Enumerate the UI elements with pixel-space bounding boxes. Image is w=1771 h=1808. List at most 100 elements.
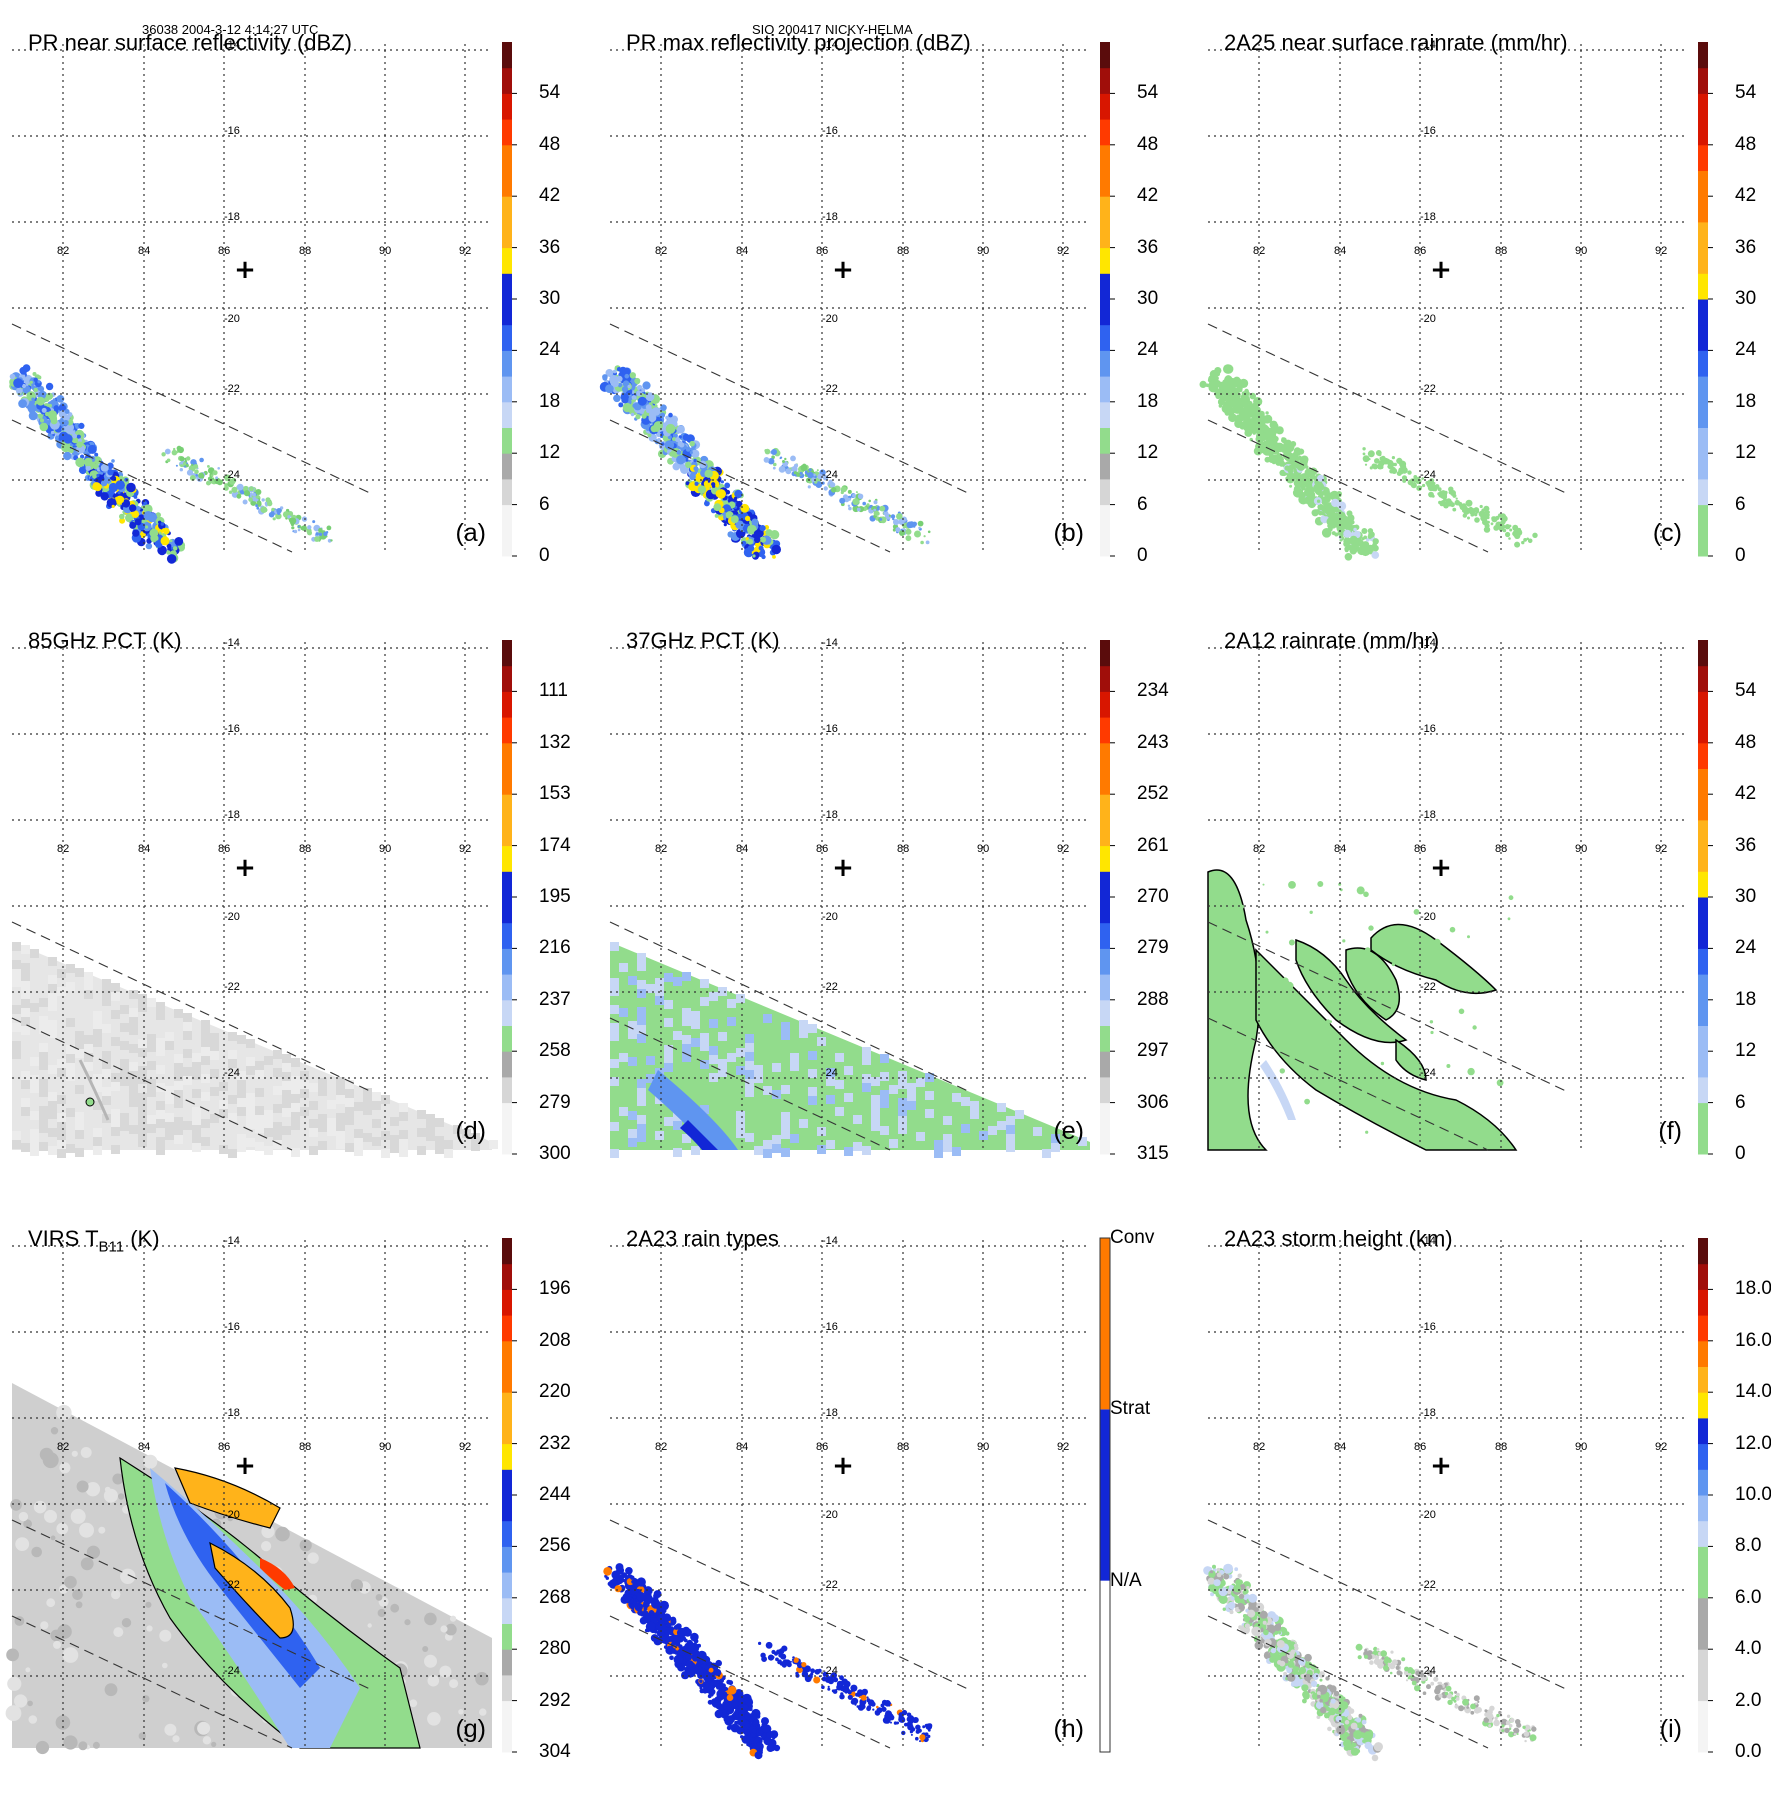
colorbar-segment bbox=[502, 93, 512, 120]
header-orbit-time: 36038 2004-3-12 4:14:27 UTC bbox=[142, 22, 319, 37]
colorbar-segment bbox=[1698, 67, 1708, 94]
colorbar-segment bbox=[1698, 504, 1708, 531]
longitude-tick-label: 84 bbox=[1334, 843, 1346, 855]
colorbar-tick-label: 111 bbox=[539, 680, 568, 702]
storm-center-marker: + bbox=[234, 1451, 256, 1481]
colorbar-segment bbox=[502, 1649, 512, 1676]
colorbar-segment bbox=[502, 1263, 512, 1290]
colorbar-segment bbox=[1100, 93, 1110, 120]
longitude-tick-label: 86 bbox=[1414, 1441, 1426, 1453]
colorbar-tick-label: 12.0 bbox=[1735, 1432, 1771, 1454]
colorbar-segment bbox=[1100, 922, 1110, 949]
colorbar-segment bbox=[1698, 350, 1708, 377]
longitude-tick-label: 88 bbox=[1495, 843, 1507, 855]
longitude-tick-label: 84 bbox=[736, 843, 748, 855]
colorbar-segment bbox=[502, 1102, 512, 1129]
colorbar-segment bbox=[502, 299, 512, 326]
colorbar-segment bbox=[1698, 530, 1708, 557]
colorbar-segment bbox=[1698, 247, 1708, 274]
header-storm-id: SIO 200417 NICKY-HELMA bbox=[752, 22, 913, 37]
latitude-tick-label: -22 bbox=[224, 981, 240, 993]
latitude-tick-label: -20 bbox=[1420, 313, 1436, 325]
colorbar-segment bbox=[502, 768, 512, 795]
colorbar-segment bbox=[1698, 144, 1708, 171]
latitude-tick-label: -24 bbox=[224, 1665, 240, 1677]
colorbar-segment bbox=[1698, 196, 1708, 223]
colorbar-segment bbox=[502, 196, 512, 223]
colorbar-segment bbox=[1100, 871, 1110, 898]
latitude-tick-label: -16 bbox=[1420, 1321, 1436, 1333]
graticule: 82 84 86 88 90 92 -14 -16 -18 -20 -22 -24 bbox=[610, 39, 1090, 552]
graticule: 82 84 86 88 90 92 -14 -16 -18 -20 -22 -24 bbox=[12, 637, 492, 1150]
colorbar-segment bbox=[1100, 768, 1110, 795]
colorbar-segment bbox=[1698, 768, 1708, 795]
colorbar-segment bbox=[502, 691, 512, 718]
longitude-tick-label: 90 bbox=[1575, 1441, 1587, 1453]
latitude-tick-label: -16 bbox=[224, 125, 240, 137]
colorbar bbox=[502, 42, 517, 557]
longitude-tick-label: 86 bbox=[218, 843, 230, 855]
colorbar-segment bbox=[502, 530, 512, 557]
longitude-tick-label: 86 bbox=[816, 1441, 828, 1453]
longitude-tick-label: 90 bbox=[1575, 245, 1587, 257]
colorbar-tick-label: 12 bbox=[1735, 1040, 1757, 1062]
colorbar-segment bbox=[1698, 1546, 1708, 1573]
colorbar-segment bbox=[1100, 640, 1110, 667]
colorbar-segment bbox=[1698, 119, 1708, 146]
longitude-tick-label: 92 bbox=[1655, 245, 1667, 257]
latitude-tick-label: -20 bbox=[822, 1509, 838, 1521]
colorbar-segment bbox=[502, 922, 512, 949]
graticule: 82 84 86 88 90 92 -14 -16 -18 -20 -22 -24 bbox=[1208, 39, 1688, 552]
colorbar-segment bbox=[502, 144, 512, 171]
colorbar-segment bbox=[1698, 1623, 1708, 1650]
panel-letter-label: (h) bbox=[1053, 1715, 1084, 1743]
latitude-tick-label: -18 bbox=[224, 1407, 240, 1419]
longitude-tick-label: 82 bbox=[1253, 1441, 1265, 1453]
latitude-tick-label: -14 bbox=[822, 39, 838, 51]
colorbar-tick-label: 18.0 bbox=[1735, 1278, 1771, 1300]
panel-title: 85GHz PCT (K) bbox=[28, 628, 182, 653]
latitude-tick-label: -24 bbox=[224, 1067, 240, 1079]
colorbar-segment bbox=[502, 1392, 512, 1419]
longitude-tick-label: 86 bbox=[1414, 245, 1426, 257]
colorbar-segment bbox=[502, 948, 512, 975]
colorbar bbox=[1100, 42, 1115, 557]
colorbar-segment bbox=[502, 1572, 512, 1599]
colorbar-segment bbox=[1698, 1392, 1708, 1419]
panel-letter-label: (e) bbox=[1053, 1117, 1084, 1145]
longitude-tick-label: 88 bbox=[1495, 245, 1507, 257]
colorbar-tick-label: 18 bbox=[1735, 390, 1757, 412]
latitude-tick-label: -20 bbox=[1420, 1509, 1436, 1521]
colorbar-tick-label: 8.0 bbox=[1735, 1535, 1762, 1557]
panel-letter-label: (g) bbox=[455, 1715, 486, 1743]
latitude-tick-label: -18 bbox=[224, 809, 240, 821]
latitude-tick-label: -14 bbox=[224, 637, 240, 649]
colorbar-segment bbox=[502, 1315, 512, 1342]
colorbar-segment bbox=[502, 478, 512, 506]
colorbar-segment bbox=[502, 794, 512, 821]
latitude-tick-label: -20 bbox=[224, 1509, 240, 1521]
colorbar-segment bbox=[502, 350, 512, 377]
data-field bbox=[5, 1383, 492, 1755]
graticule: 82 84 86 88 90 92 -14 -16 -18 -20 -22 -24 bbox=[610, 1235, 1090, 1748]
longitude-tick-label: 92 bbox=[1655, 1441, 1667, 1453]
colorbar-segment bbox=[1698, 1469, 1708, 1496]
colorbar-segment bbox=[1100, 717, 1110, 744]
colorbar-segment bbox=[1100, 299, 1110, 326]
colorbar-tick-label: 252 bbox=[1137, 783, 1169, 805]
graticule: 82 84 86 88 90 92 -14 -16 -18 -20 -22 -24 bbox=[1208, 637, 1688, 1150]
colorbar-tick-label: 30 bbox=[1137, 288, 1159, 309]
colorbar-segment bbox=[1698, 871, 1708, 898]
panel-map-plot: 82 84 86 88 90 92 -14 -16 -18 -20 -22 -24 + bbox=[609, 637, 1115, 1158]
colorbar-segment bbox=[1100, 376, 1110, 403]
colorbar-segment bbox=[502, 871, 512, 898]
panel-a: 82 84 86 88 90 92 -14 -16 -18 -20 -22 -24 + PR near s… bbox=[0, 22, 598, 612]
colorbar-tick-label: 315 bbox=[1137, 1143, 1169, 1164]
colorbar-segment bbox=[502, 1128, 512, 1155]
latitude-tick-label: -14 bbox=[1420, 1235, 1436, 1247]
colorbar-segment bbox=[502, 1443, 512, 1470]
panel-d: 82 84 86 88 90 92 -14 -16 -18 -20 -22 -24 +85GHz PCT… bbox=[0, 620, 598, 1210]
colorbar-segment bbox=[1100, 504, 1110, 531]
colorbar-tick-label: 24 bbox=[1137, 339, 1159, 361]
colorbar-segment bbox=[1698, 1649, 1708, 1676]
